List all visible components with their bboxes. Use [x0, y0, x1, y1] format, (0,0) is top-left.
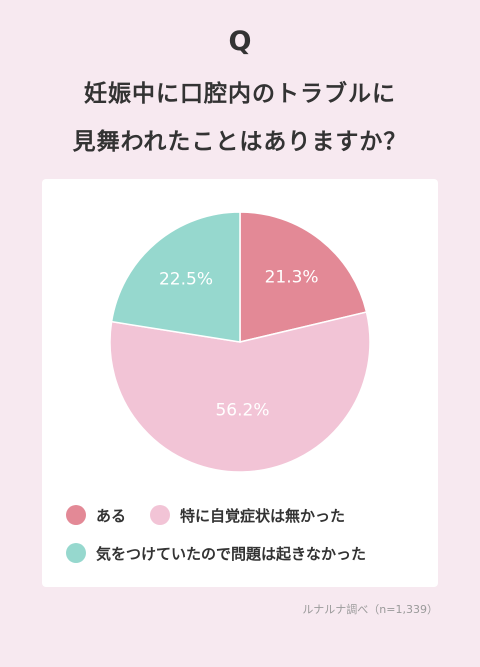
slice-value-label: 22.5%	[159, 270, 213, 290]
legend-row: 気をつけていたので問題は起きなかった	[66, 535, 426, 571]
chart-legend: ある 特に自覚症状は無かった 気をつけていたので問題は起きなかった	[66, 497, 426, 573]
pie-slice	[239, 211, 368, 343]
legend-label: ある	[96, 506, 127, 525]
legend-item-careful-no-problem: 気をつけていたので問題は起きなかった	[66, 543, 366, 564]
source-note: ルナルナ調べ（n=1,339）	[302, 603, 438, 616]
slice-value-label: 56.2%	[215, 401, 269, 421]
legend-label: 気をつけていたので問題は起きなかった	[96, 544, 367, 563]
legend-swatch	[66, 543, 86, 563]
legend-item-aru: ある	[66, 505, 126, 526]
survey-question-title: 妊娠中に口腔内のトラブルに 見舞われたことはありますか？	[0, 70, 480, 166]
pie-slice	[110, 211, 241, 343]
title-line-1: 妊娠中に口腔内のトラブルに	[84, 81, 396, 107]
title-line-2: 見舞われたことはありますか？	[72, 129, 408, 155]
question-mark-label: Q	[228, 26, 252, 57]
pie-slice	[109, 311, 371, 473]
pie-chart: 21.3% 56.2% 22.5%	[109, 211, 371, 473]
chart-card: 21.3% 56.2% 22.5% ある 特に自覚症状は無かった 気をつけていたので…	[42, 179, 438, 587]
legend-row: ある 特に自覚症状は無かった	[66, 497, 426, 533]
legend-item-no-symptoms: 特に自覚症状は無かった	[150, 505, 345, 526]
legend-label: 特に自覚症状は無かった	[180, 506, 346, 525]
legend-swatch	[150, 505, 171, 525]
slice-value-label: 21.3%	[265, 268, 319, 288]
legend-swatch	[66, 505, 86, 525]
